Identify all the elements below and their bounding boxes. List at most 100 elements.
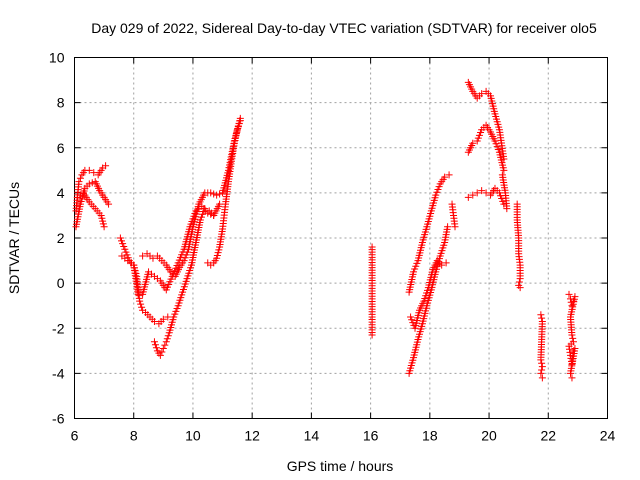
data-point bbox=[368, 331, 376, 339]
series-track-m bbox=[448, 200, 459, 231]
series-track-l bbox=[407, 257, 450, 332]
y-tick-label: 10 bbox=[49, 50, 65, 66]
data-point bbox=[100, 223, 108, 231]
data-point bbox=[503, 205, 511, 213]
data-point bbox=[568, 331, 576, 339]
data-point-trail bbox=[158, 348, 166, 356]
data-point bbox=[236, 117, 244, 125]
x-tick-label: 6 bbox=[71, 428, 79, 444]
data-point bbox=[442, 259, 450, 267]
data-point bbox=[213, 191, 221, 199]
series-track-s bbox=[537, 311, 546, 382]
data-point-trail bbox=[210, 190, 218, 198]
grid-lines bbox=[74, 57, 608, 419]
data-point bbox=[500, 166, 508, 174]
data-point bbox=[139, 252, 147, 260]
data-point-trail bbox=[137, 300, 145, 308]
series-track-h bbox=[204, 117, 244, 269]
data-point bbox=[516, 284, 524, 292]
data-point bbox=[537, 356, 545, 364]
data-point-trail bbox=[88, 179, 96, 187]
x-tick-label: 16 bbox=[363, 428, 379, 444]
data-point bbox=[568, 374, 576, 382]
data-point bbox=[210, 211, 218, 219]
x-tick-label: 14 bbox=[304, 428, 320, 444]
data-point bbox=[566, 369, 574, 377]
data-point-trail bbox=[235, 120, 243, 128]
series-track-j bbox=[405, 171, 453, 296]
series-track-r bbox=[513, 200, 524, 292]
data-point-trail bbox=[152, 344, 160, 352]
series-track-i bbox=[368, 243, 376, 339]
data-point-trail bbox=[164, 332, 172, 340]
x-tick-label: 24 bbox=[600, 428, 616, 444]
data-point-trail bbox=[163, 335, 171, 343]
x-tick-label: 20 bbox=[481, 428, 497, 444]
data-point bbox=[538, 363, 546, 371]
data-point-trail bbox=[515, 278, 523, 286]
data-point bbox=[537, 369, 545, 377]
data-point bbox=[451, 223, 459, 231]
data-point bbox=[85, 166, 93, 174]
data-point bbox=[102, 162, 110, 170]
y-tick-label: 0 bbox=[57, 275, 65, 291]
x-tick-label: 12 bbox=[244, 428, 260, 444]
data-point bbox=[159, 345, 167, 353]
x-tick-label: 22 bbox=[540, 428, 556, 444]
y-tick-label: -2 bbox=[52, 320, 65, 336]
data-point bbox=[537, 311, 545, 319]
y-tick-labels: -6 -4 -2 0 2 4 6 8 10 bbox=[49, 50, 65, 427]
data-point bbox=[164, 313, 172, 321]
y-tick-label: -6 bbox=[52, 411, 65, 427]
x-axis-label: GPS time / hours bbox=[287, 458, 394, 474]
y-tick-label: 6 bbox=[57, 140, 65, 156]
data-point bbox=[565, 290, 573, 298]
series-track-n bbox=[464, 78, 508, 163]
data-point-trail bbox=[207, 210, 215, 218]
data-point bbox=[538, 374, 546, 382]
data-point bbox=[473, 189, 481, 197]
data-point-trail bbox=[76, 174, 84, 182]
y-tick-label: 8 bbox=[57, 95, 65, 111]
data-point bbox=[156, 351, 164, 359]
data-point bbox=[136, 297, 144, 305]
data-point-trail bbox=[538, 359, 546, 367]
series-track-o bbox=[464, 121, 508, 174]
data-point bbox=[469, 139, 477, 147]
x-tick-labels: 6 8 10 12 14 16 18 20 22 24 bbox=[71, 428, 616, 444]
data-point-trail bbox=[216, 190, 224, 198]
data-point bbox=[216, 200, 224, 208]
data-point bbox=[464, 193, 472, 201]
data-point bbox=[159, 315, 167, 323]
series-track-b bbox=[72, 178, 113, 231]
data-point-trail bbox=[538, 314, 546, 322]
x-tick-label: 18 bbox=[422, 428, 438, 444]
data-point bbox=[207, 189, 215, 197]
data-point bbox=[478, 90, 486, 98]
series-track-c bbox=[73, 189, 108, 231]
y-tick-label: 4 bbox=[57, 185, 65, 201]
data-point bbox=[162, 338, 170, 346]
data-point bbox=[482, 189, 490, 197]
data-point bbox=[478, 187, 486, 195]
data-point-trail bbox=[151, 341, 159, 349]
series-track-t bbox=[565, 290, 579, 382]
data-point bbox=[85, 180, 93, 188]
data-point-trail bbox=[138, 303, 146, 311]
data-point-trail bbox=[538, 366, 546, 374]
data-point bbox=[516, 275, 524, 283]
data-point bbox=[438, 261, 446, 269]
data-point bbox=[149, 254, 157, 262]
data-point bbox=[150, 338, 158, 346]
series-track-g bbox=[150, 205, 218, 359]
data-point bbox=[445, 171, 453, 179]
data-point bbox=[201, 205, 209, 213]
chart-title: Day 029 of 2022, Sidereal Day-to-day VTE… bbox=[91, 20, 597, 36]
data-point bbox=[75, 178, 83, 186]
y-axis-label: SDTVAR / TECUs bbox=[6, 182, 22, 294]
axis-ticks bbox=[74, 57, 608, 419]
data-point bbox=[444, 223, 452, 231]
data-point bbox=[105, 200, 113, 208]
